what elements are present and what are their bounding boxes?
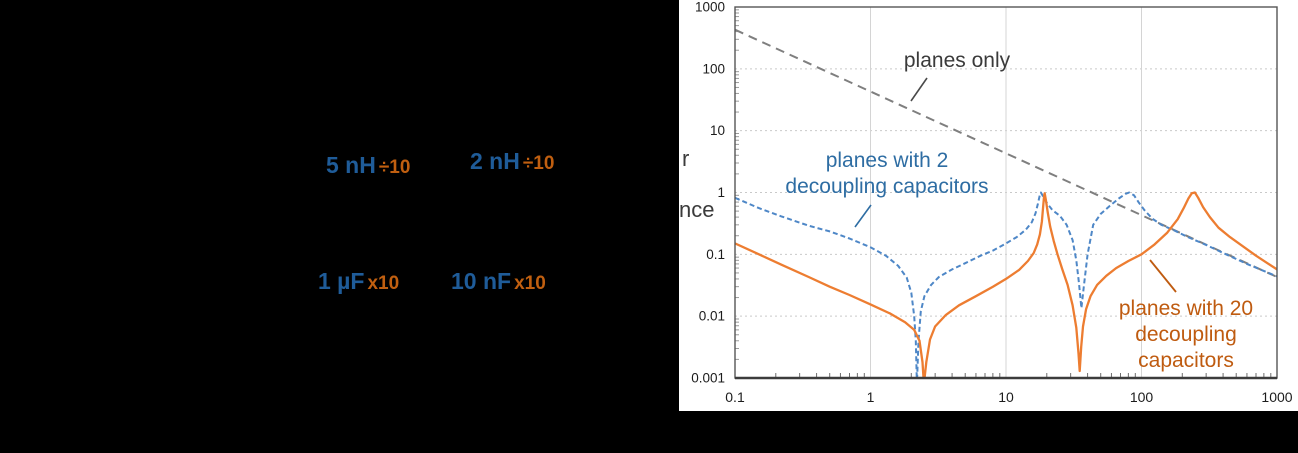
capacitor-label-2: 10 nF x10 — [451, 268, 546, 295]
inductor-factor: ÷10 — [378, 157, 411, 178]
y-axis-title-fragment-1: r — [682, 146, 690, 171]
leader-planes-only — [910, 77, 928, 102]
y-tick-label: 0.1 — [706, 247, 725, 262]
curve-planes-only — [735, 28, 1277, 278]
inductor-factor: ÷10 — [522, 153, 555, 174]
curve-planes-with-2-decoupling-capacitors — [735, 191, 1277, 378]
capacitor-factor: x10 — [514, 273, 546, 294]
inductor-value: 2 nH — [470, 148, 520, 174]
curve-planes-with-20-decoupling-capacitors — [735, 191, 1277, 378]
x-tick-label: 0.1 — [725, 389, 745, 405]
x-tick-label: 1000 — [1261, 389, 1292, 405]
capacitor-label-1: 1 µF x10 — [318, 268, 399, 295]
capacitor-value: 1 µF — [318, 268, 365, 294]
annotation-planes-only: planes only — [903, 49, 1011, 72]
y-tick-label: 0.01 — [699, 309, 725, 324]
y-tick-label: 10 — [710, 123, 725, 138]
x-tick-label: 1 — [867, 389, 875, 405]
annotation-planes-2-caps: planes with 2 decoupling capacitors — [785, 149, 989, 198]
y-tick-label: 100 — [702, 61, 725, 76]
y-tick-label: 0.001 — [691, 371, 725, 386]
inductor-label-2: 2 nH ÷10 — [470, 148, 554, 175]
leader-planes-20-caps — [1149, 259, 1177, 293]
inductor-label-1: 5 nH ÷10 — [326, 152, 410, 179]
x-tick-label: 10 — [998, 389, 1014, 405]
x-tick-label: 100 — [1130, 389, 1154, 405]
capacitor-factor: x10 — [367, 273, 400, 294]
y-tick-label: 1 — [717, 185, 725, 200]
y-tick-label: 1000 — [695, 0, 725, 15]
leader-planes-2-caps — [854, 204, 872, 228]
schematic-panel: 5 nH ÷10 2 nH ÷10 1 µF x10 10 nF x10 — [318, 148, 555, 295]
capacitor-value: 10 nF — [451, 268, 512, 294]
inductor-value: 5 nH — [326, 152, 376, 178]
annotation-planes-20-caps: planes with 20 decoupling capacitors — [1118, 297, 1254, 372]
y-axis-title-fragment-2: nce — [679, 197, 715, 222]
impedance-chart: 1000 100 10 1 0.1 0.01 0.001 0.1 1 10 100 1000 r nc… — [679, 0, 1298, 411]
